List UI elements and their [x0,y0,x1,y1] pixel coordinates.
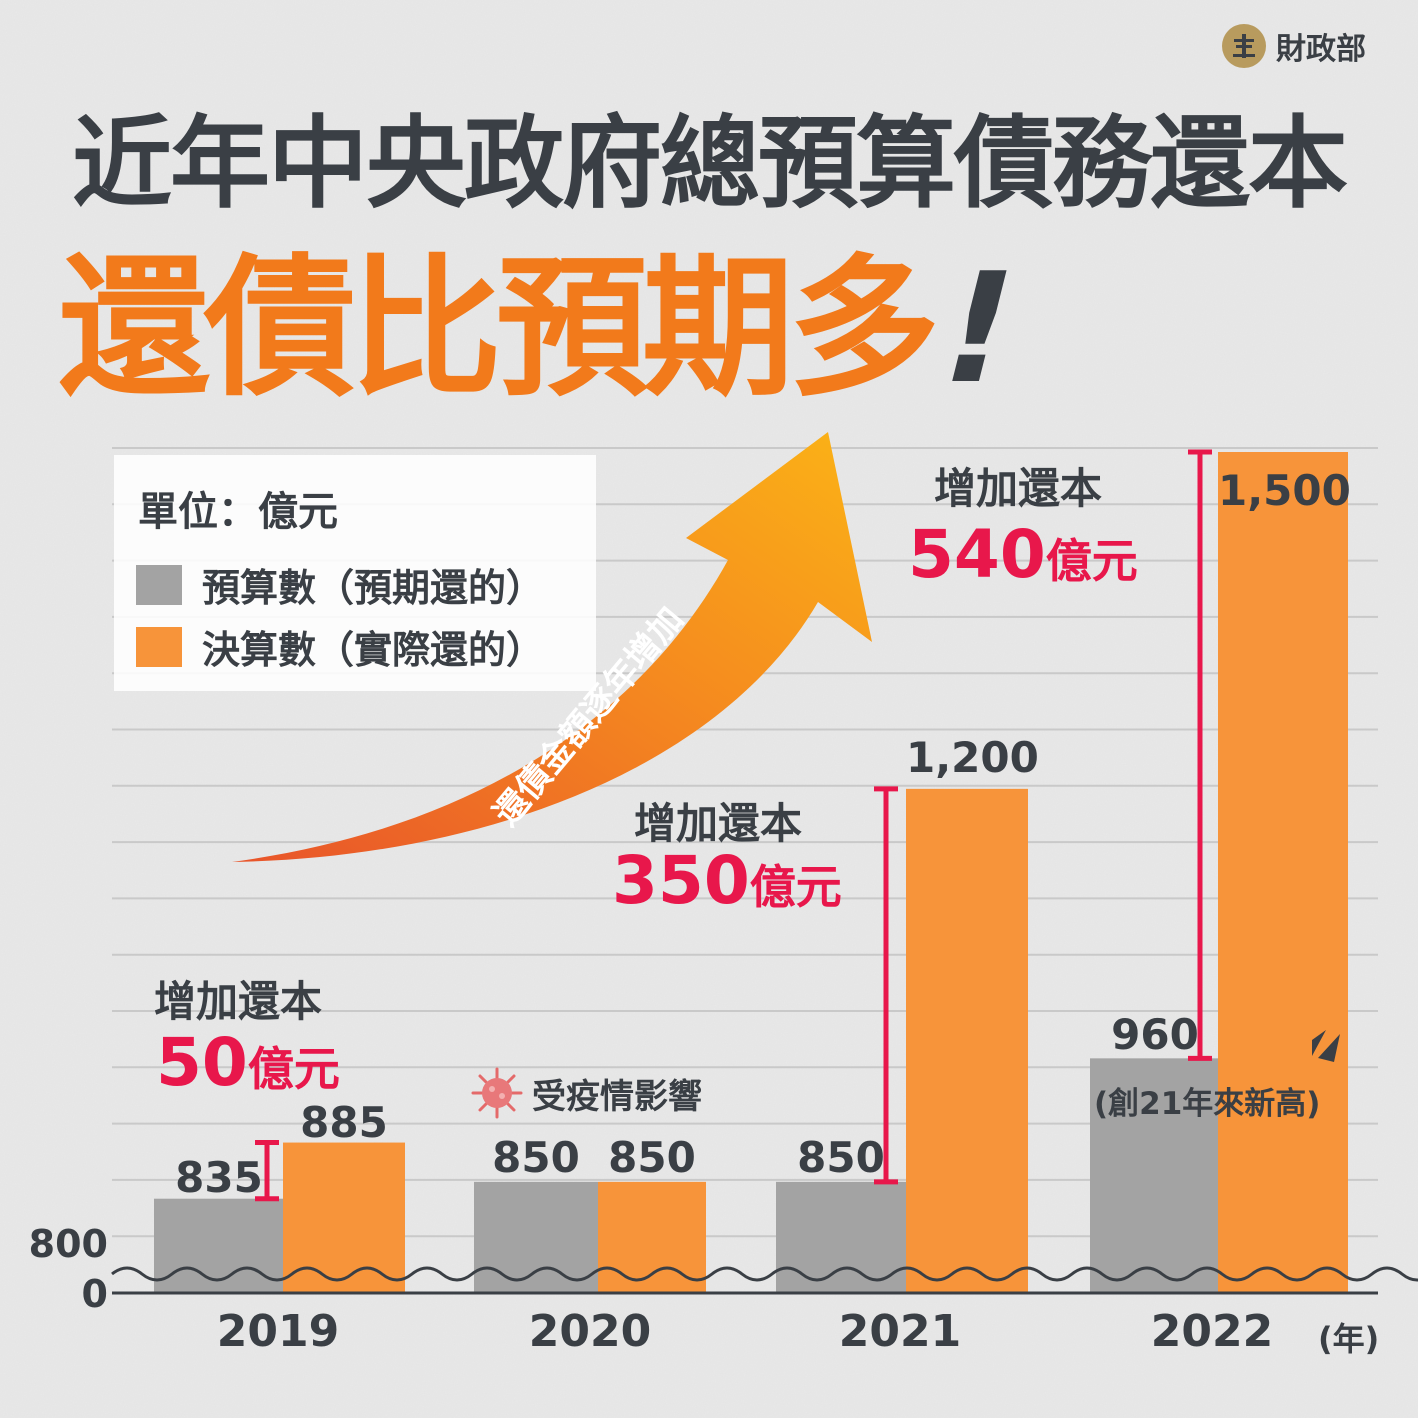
increase-amount-2022: 540億元 [908,516,1138,593]
legend-swatch-actual [136,626,182,667]
page-title: 近年中央政府總預算債務還本 [72,105,1348,222]
value-label-2021-actual: 1,200 [906,733,1039,782]
increase-amount-2019: 50億元 [156,1024,340,1101]
legend-item-actual: 決算數（實際還的） [136,619,544,674]
axis-break-wave [111,1266,1418,1282]
x-tick-2022: 2022 [1150,1306,1274,1357]
legend-swatch-budget [136,564,182,605]
legend-label-budget: 預算數（預期還的） [202,566,545,610]
increase-bracket-2019 [255,1140,279,1202]
value-label-2020-actual: 850 [608,1133,696,1182]
increase-bracket-2022 [1188,449,1212,1061]
increase-number-2022: 540 [908,516,1046,593]
record-high-note: (創21年來新高) [1094,1086,1321,1122]
increase-label-2022: 增加還本 [934,464,1103,513]
increase-unit-2022: 億元 [1045,534,1138,588]
bar-actual-2021 [906,788,1028,1292]
value-label-2019-budget: 835 [175,1153,263,1202]
value-label-2022-actual: 1,500 [1218,466,1351,515]
value-label-2020-budget: 850 [492,1133,580,1182]
y-tick-0: 0 [81,1272,108,1316]
covid-note: 受疫情影響 [470,1066,702,1120]
bar-budget-2021 [776,1181,906,1292]
unit-label: 單位：億元 [138,489,338,535]
growth-arrow-icon [232,432,872,862]
virus-icon [471,1067,523,1119]
y-tick-800: 800 [28,1222,108,1266]
bar-actual-2022 [1218,452,1348,1292]
increase-number-2019: 50 [156,1024,248,1101]
increase-bracket-2021 [874,786,898,1185]
x-tick-2020: 2020 [528,1306,652,1357]
legend: 單位：億元 預算數（預期還的） 決算數（實際還的） [114,455,596,691]
value-label-2022-budget: 960 [1111,1010,1199,1059]
legend-item-budget: 預算數（預期還的） [136,557,544,612]
bar-budget-2019 [154,1198,284,1292]
corner-mark-icon [1312,1030,1340,1062]
x-tick-2019: 2019 [216,1306,340,1357]
bar-budget-2022 [1090,1058,1218,1292]
value-label-2021-budget: 850 [797,1133,885,1182]
subtitle-text: 還債比預期多 [58,240,940,417]
increase-label-2019: 增加還本 [154,977,323,1026]
ministry-seal-icon [1222,24,1266,68]
x-tick-2021: 2021 [838,1306,962,1357]
x-axis-unit: (年) [1318,1320,1380,1358]
bar-budget-2020 [474,1181,598,1292]
increase-number-2021: 350 [612,842,750,919]
increase-unit-2021: 億元 [749,860,842,914]
legend-label-actual: 決算數（實際還的） [202,628,545,672]
page-subtitle: 還債比預期多! [58,205,1029,425]
ministry-logo: 財政部 [1222,24,1366,68]
increase-label-2021: 增加還本 [634,799,803,848]
increase-unit-2019: 億元 [247,1042,340,1096]
increase-amount-2021: 350億元 [612,842,842,919]
covid-note-text: 受疫情影響 [532,1076,702,1117]
ministry-name: 財政部 [1276,32,1366,67]
value-label-2019-actual: 885 [300,1098,388,1147]
